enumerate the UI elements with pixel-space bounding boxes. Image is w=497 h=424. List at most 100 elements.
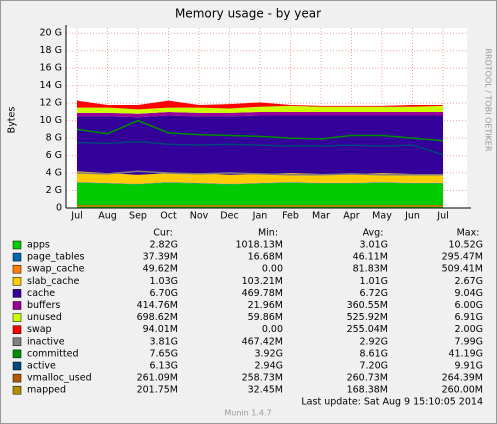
legend-max: 9.04G bbox=[454, 288, 483, 299]
legend-min: 59.86M bbox=[248, 312, 283, 323]
area-swap_cache bbox=[77, 181, 443, 185]
legend-swatch bbox=[12, 252, 22, 262]
chart-title: Memory usage - by year bbox=[175, 7, 321, 21]
legend-min: 0.00 bbox=[262, 324, 283, 335]
legend-max: 41.19G bbox=[448, 348, 483, 359]
line-active bbox=[76, 140, 444, 156]
legend-header: Max: bbox=[457, 228, 480, 239]
x-tick-label: Nov bbox=[190, 211, 209, 222]
legend-name: vmalloc_used bbox=[27, 373, 92, 384]
legend-swatch bbox=[12, 361, 22, 371]
legend-cur: 201.75M bbox=[137, 385, 178, 396]
footer: Munin 1.4.7 bbox=[224, 409, 271, 418]
legend-cur: 6.70G bbox=[149, 288, 178, 299]
legend-min: 21.96M bbox=[248, 300, 283, 311]
legend-swatch bbox=[12, 337, 22, 347]
legend-avg: 168.38M bbox=[347, 385, 388, 396]
area-buffers bbox=[77, 111, 443, 118]
legend-max: 6.91G bbox=[454, 312, 483, 323]
legend-name: inactive bbox=[27, 336, 65, 347]
legend-avg: 360.55M bbox=[347, 300, 388, 311]
legend-name: slab_cache bbox=[27, 276, 79, 287]
legend-swatch bbox=[12, 264, 22, 274]
legend-swatch bbox=[12, 349, 22, 359]
legend-avg: 255.04M bbox=[347, 324, 388, 335]
legend-name: swap_cache bbox=[27, 264, 85, 275]
x-tick-label: Apr bbox=[343, 211, 360, 222]
legend-header: Min: bbox=[258, 228, 278, 239]
legend-cur: 7.65G bbox=[149, 348, 178, 359]
x-tick-label: Jul bbox=[70, 211, 82, 222]
legend-min: 1018.13M bbox=[236, 240, 283, 251]
y-tick-label: 16 G bbox=[40, 63, 62, 74]
legend-avg: 6.72G bbox=[359, 288, 388, 299]
legend-name: mapped bbox=[27, 385, 66, 396]
legend-max: 2.00G bbox=[454, 324, 483, 335]
legend-max: 295.47M bbox=[442, 252, 483, 263]
legend-cur: 49.62M bbox=[143, 264, 178, 275]
legend-header: Cur: bbox=[153, 228, 173, 239]
legend-avg: 8.61G bbox=[359, 348, 388, 359]
legend-swatch bbox=[12, 289, 22, 298]
y-tick-label: 18 G bbox=[40, 45, 62, 56]
legend-min: 0.00 bbox=[262, 264, 283, 275]
legend-swatch bbox=[12, 325, 22, 334]
area-swap bbox=[77, 100, 443, 110]
legend-cur: 94.01M bbox=[143, 324, 178, 335]
x-tick-label: Feb bbox=[282, 211, 299, 222]
legend-avg: 3.01G bbox=[359, 240, 388, 251]
y-tick-label: 8 G bbox=[46, 133, 62, 144]
legend-avg: 525.92M bbox=[347, 312, 388, 323]
x-tick-label: Jul bbox=[436, 211, 448, 222]
x-tick-label: Mar bbox=[312, 211, 330, 222]
y-tick-label: 2 G bbox=[46, 185, 62, 196]
area-unused bbox=[77, 105, 443, 114]
legend-min: 16.68M bbox=[248, 252, 283, 263]
y-tick-label: 12 G bbox=[40, 98, 62, 109]
legend-max: 9.91G bbox=[454, 361, 483, 372]
legend-name: page_tables bbox=[27, 252, 85, 263]
legend-name: active bbox=[27, 361, 56, 372]
legend-swatch bbox=[12, 385, 22, 395]
legend-max: 10.52G bbox=[448, 240, 483, 251]
legend-min: 32.45M bbox=[248, 385, 283, 396]
legend-max: 6.00G bbox=[454, 300, 483, 311]
legend-cur: 3.81G bbox=[149, 336, 178, 347]
x-tick-label: Aug bbox=[98, 211, 117, 222]
legend-min: 3.92G bbox=[254, 348, 283, 359]
legend-swatch bbox=[12, 240, 22, 250]
legend-swatch bbox=[12, 277, 22, 286]
legend-name: buffers bbox=[27, 300, 60, 311]
legend-min: 258.73M bbox=[242, 373, 283, 384]
legend-min: 2.94G bbox=[254, 361, 283, 372]
legend-avg: 260.73M bbox=[347, 373, 388, 384]
y-axis-label: Bytes bbox=[7, 107, 18, 134]
y-tick-label: 14 G bbox=[40, 80, 62, 91]
legend-max: 7.99G bbox=[454, 336, 483, 347]
legend-max: 2.67G bbox=[454, 276, 483, 287]
legend-min: 467.42M bbox=[242, 336, 283, 347]
area-page_tables bbox=[77, 182, 443, 185]
legend-name: swap bbox=[27, 324, 52, 335]
legend-avg: 1.01G bbox=[359, 276, 388, 287]
x-tick-label: Jan bbox=[252, 211, 268, 222]
x-tick-label: Oct bbox=[160, 211, 177, 222]
x-tick-label: May bbox=[372, 211, 392, 222]
y-tick-label: 6 G bbox=[46, 150, 62, 161]
legend-min: 103.21M bbox=[242, 276, 283, 287]
legend-swatch bbox=[12, 313, 22, 322]
area-apps bbox=[77, 182, 443, 208]
side-text: RRDTOOL / TOBI OETIKER bbox=[484, 48, 493, 151]
y-tick-label: 10 G bbox=[40, 115, 62, 126]
legend-max: 260.00M bbox=[442, 385, 483, 396]
x-tick-label: Sep bbox=[129, 211, 147, 222]
legend-name: cache bbox=[27, 288, 55, 299]
x-tick-label: Dec bbox=[220, 211, 238, 222]
legend-cur: 2.82G bbox=[149, 240, 178, 251]
legend-cur: 37.39M bbox=[143, 252, 178, 263]
legend-cur: 261.09M bbox=[137, 373, 178, 384]
legend-swatch bbox=[12, 373, 22, 383]
legend-avg: 2.92G bbox=[359, 336, 388, 347]
legend-cur: 698.62M bbox=[137, 312, 178, 323]
